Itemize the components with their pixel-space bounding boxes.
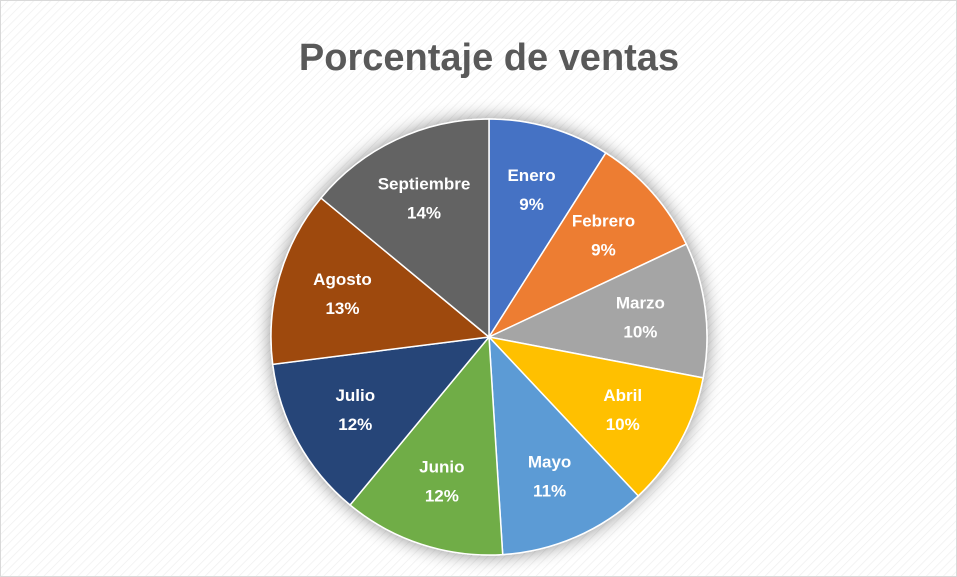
pie xyxy=(270,118,708,556)
pie-slice xyxy=(486,335,705,497)
pie-slice xyxy=(488,118,607,340)
slice-label: Julio xyxy=(335,386,375,405)
slice-value-label: 10% xyxy=(623,322,657,341)
pie-slice xyxy=(271,336,491,507)
slice-value-label: 14% xyxy=(407,203,441,222)
slice-label: Abril xyxy=(603,386,642,405)
slice-value-label: 13% xyxy=(325,299,359,318)
slice-value-label: 11% xyxy=(533,482,566,501)
slice-label: Junio xyxy=(419,458,464,477)
chart-title: Porcentaje de ventas xyxy=(299,37,679,79)
slice-label: Mayo xyxy=(528,453,571,472)
slice-label: Marzo xyxy=(616,293,665,312)
slice-label: Febrero xyxy=(572,212,635,231)
slice-value-label: 9% xyxy=(591,241,616,260)
slice-value-label: 9% xyxy=(519,195,544,214)
pie-slice xyxy=(270,196,491,366)
pie-slice xyxy=(319,118,490,339)
slice-label: Agosto xyxy=(313,270,372,289)
slice-value-label: 12% xyxy=(425,487,459,506)
pie-slice xyxy=(486,151,688,339)
slice-value-label: 12% xyxy=(338,415,372,434)
slice-value-label: 10% xyxy=(606,415,640,434)
pie-slice xyxy=(488,334,640,556)
pie-slice xyxy=(486,243,708,379)
slice-label: Septiembre xyxy=(378,174,471,193)
pie-slice xyxy=(348,335,504,556)
slice-label: Enero xyxy=(507,166,555,185)
data-labels: Enero 9% Febrero 9% Marzo 10% Abril 10% Mayo 11% J… xyxy=(313,166,665,506)
